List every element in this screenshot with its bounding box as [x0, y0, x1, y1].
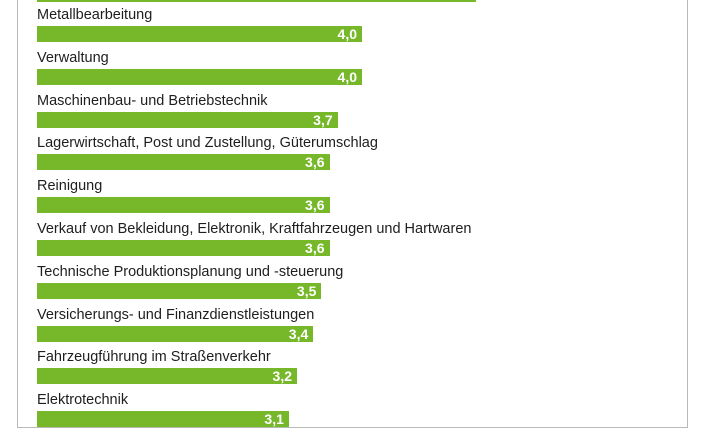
chart-bar: 3,6	[37, 197, 330, 214]
category-label: Verkauf von Bekleidung, Elektronik, Kraf…	[37, 221, 472, 237]
value-label: 3,7	[313, 111, 333, 128]
category-label: Fahrzeugführung im Straßenverkehr	[37, 349, 271, 366]
value-label: 3,2	[272, 368, 292, 385]
chart-bar: 3,6	[37, 154, 330, 171]
chart-row: Elektrotechnik 3,1	[37, 392, 289, 428]
category-label: Lagerwirtschaft, Post und Zustellung, Gü…	[37, 135, 378, 152]
value-label: 3,6	[305, 240, 325, 256]
category-label: Elektrotechnik	[37, 392, 129, 409]
chart-row: Metallbearbeitung 4,0	[37, 7, 362, 42]
category-label: Verwaltung	[37, 49, 109, 66]
chart-row: Technische Produktionsplanung und -steue…	[37, 263, 344, 299]
value-label: 4,0	[337, 26, 357, 42]
value-label: 3,6	[305, 197, 325, 214]
category-label: Technische Produktionsplanung und -steue…	[37, 263, 344, 280]
category-label: Versicherungs- und Finanzdienstleistunge…	[37, 306, 315, 323]
chart-row: Lagerwirtschaft, Post und Zustellung, Gü…	[37, 135, 378, 171]
chart-row: Maschinenbau- und Betriebstechnik 3,7	[37, 92, 338, 128]
chart-row: Verkauf von Bekleidung, Elektronik, Kraf…	[37, 221, 472, 256]
chart-bar: 3,1	[37, 411, 289, 428]
chart-bar-partial	[37, 0, 476, 2]
value-label: 3,6	[305, 154, 325, 171]
value-label: 3,1	[264, 411, 284, 428]
chart-bar: 4,0	[37, 26, 362, 42]
chart-bar: 3,2	[37, 368, 297, 385]
value-label: 3,5	[296, 282, 317, 299]
chart-row: Reinigung 3,6	[37, 178, 330, 214]
chart-row: Versicherungs- und Finanzdienstleistunge…	[37, 306, 315, 342]
chart-bar: 3,5	[37, 282, 322, 299]
category-label: Maschinenbau- und Betriebstechnik	[37, 92, 268, 109]
chart-bar: 3,6	[37, 240, 330, 256]
chart-bar: 3,7	[37, 111, 338, 128]
chart-row: Verwaltung 4,0	[37, 49, 362, 85]
chart-bar: 3,4	[37, 325, 314, 342]
chart-bar: 4,0	[37, 68, 362, 85]
category-label: Metallbearbeitung	[37, 7, 153, 23]
chart-row: Fahrzeugführung im Straßenverkehr 3,2	[37, 349, 297, 385]
value-label: 3,4	[288, 325, 309, 342]
category-label: Reinigung	[37, 178, 103, 195]
value-label: 4,0	[337, 68, 357, 85]
